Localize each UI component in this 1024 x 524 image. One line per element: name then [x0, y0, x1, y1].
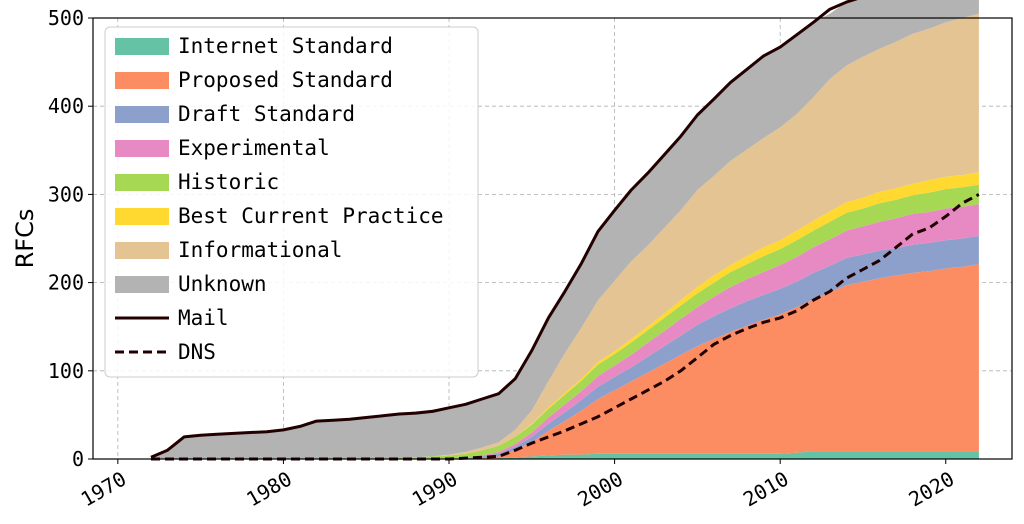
overlay-lines — [150, 0, 980, 461]
x-tick-label-1990: 1990 — [408, 467, 462, 512]
x-tick-label-2010: 2010 — [739, 467, 793, 512]
area-informational — [151, 13, 979, 459]
legend-label-proposed-standard: Proposed Standard — [178, 68, 393, 92]
legend-label-experimental: Experimental — [178, 136, 330, 160]
plot-frame — [92, 17, 1013, 460]
legend-swatch-experimental — [115, 140, 169, 157]
area-historic — [151, 184, 979, 459]
legend-label-internet-standard: Internet Standard — [178, 34, 393, 58]
y-tick-label-300: 300 — [48, 182, 84, 206]
legend-label-historic: Historic — [178, 170, 279, 194]
area-proposed-standard — [151, 264, 979, 459]
area-internet-standard — [151, 451, 979, 459]
legend-swatch-unknown — [115, 276, 169, 293]
legend-swatch-proposed-standard — [115, 72, 169, 89]
legend-box — [104, 26, 479, 378]
x-tick-label-1970: 1970 — [77, 467, 131, 512]
y-axis-label: RFCs — [11, 209, 39, 269]
legend-swatch-draft-standard — [115, 106, 169, 123]
area-unknown — [151, 0, 979, 459]
y-axis-ticks: 0 100 200 300 400 500 — [48, 6, 93, 471]
y-tick-label-0: 0 — [72, 447, 84, 471]
stacked-areas — [151, 0, 979, 460]
y-tick-label-500: 500 — [48, 6, 84, 30]
legend-label-informational: Informational — [178, 238, 342, 262]
x-tick-label-2000: 2000 — [573, 467, 627, 512]
y-tick-label-400: 400 — [48, 94, 84, 118]
legend-swatch-internet-standard — [115, 38, 169, 55]
legend-label-draft-standard: Draft Standard — [178, 102, 355, 126]
y-tick-label-200: 200 — [48, 271, 84, 295]
y-tick-label-100: 100 — [48, 359, 84, 383]
x-axis-ticks: 1970 1980 1990 2000 2010 2020 — [77, 459, 959, 512]
area-best-current-practice — [151, 172, 979, 460]
area-experimental — [151, 204, 979, 459]
legend-swatch-best-current-practice — [115, 208, 169, 225]
line-mail — [150, 0, 858, 459]
legend-label-unknown: Unknown — [178, 272, 267, 296]
x-tick-label-2020: 2020 — [905, 467, 959, 512]
line-dns — [151, 193, 980, 461]
x-tick-label-1980: 1980 — [242, 467, 296, 512]
legend-label-best-current-practice: Best Current Practice — [178, 204, 444, 228]
legend-swatch-historic — [115, 174, 169, 191]
legend-label-dns: DNS — [178, 340, 216, 364]
legend-swatch-informational — [115, 242, 169, 259]
legend-label-mail: Mail — [178, 306, 229, 330]
area-draft-standard — [151, 235, 979, 459]
legend: Internet Standard Proposed Standard Draft … — [104, 26, 479, 378]
